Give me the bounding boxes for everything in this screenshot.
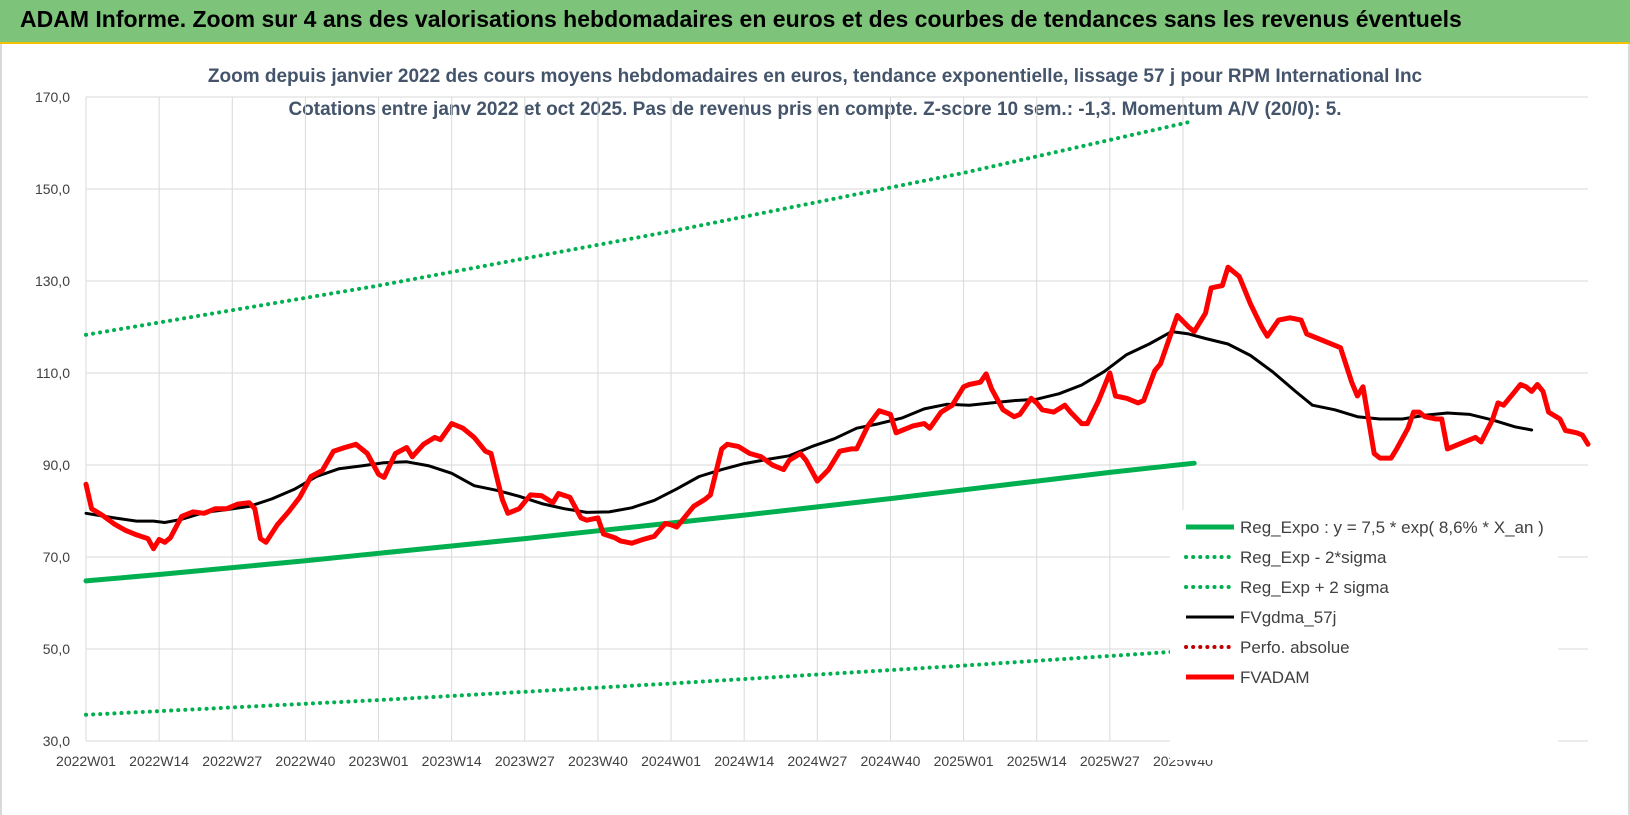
x-tick-label: 2022W40 [275, 753, 335, 769]
chart-subtitle: Cotations entre janv 2022 et oct 2025. P… [288, 99, 1341, 120]
y-tick-label: 70,0 [43, 549, 70, 565]
y-tick-label: 30,0 [43, 733, 70, 749]
series-lines [83, 118, 1591, 717]
legend-label: FVgdma_57j [1240, 608, 1336, 627]
x-tick-label: 2025W27 [1080, 753, 1140, 769]
legend-label: Perfo. absolue [1240, 638, 1350, 657]
x-tick-label: 2024W40 [860, 753, 920, 769]
y-tick-label: 130,0 [35, 273, 70, 289]
x-tick-label: 2025W01 [934, 753, 994, 769]
series-line-3 [84, 330, 1534, 524]
series-line-2 [84, 118, 1197, 337]
x-tick-label: 2023W40 [568, 753, 628, 769]
series-line-5 [83, 264, 1591, 552]
y-tick-label: 170,0 [35, 89, 70, 105]
x-tick-label: 2023W27 [495, 753, 555, 769]
series-line-1 [84, 648, 1197, 717]
x-tick-label: 2024W27 [787, 753, 847, 769]
x-tick-label: 2023W01 [349, 753, 409, 769]
series-line-0 [83, 460, 1197, 584]
chart-title: Zoom depuis janvier 2022 des cours moyen… [208, 66, 1423, 87]
x-tick-label: 2022W01 [56, 753, 116, 769]
x-tick-label: 2024W14 [714, 753, 774, 769]
grid-lines [85, 96, 1588, 742]
legend: Reg_Expo : y = 7,5 * exp( 8,6% * X_an ) R… [1184, 518, 1544, 687]
y-tick-label: 50,0 [43, 641, 70, 657]
legend-label: Reg_Exp - 2*sigma [1240, 548, 1387, 567]
y-axis-ticks: 30,0 50,0 70,0 90,0 110,0 130,0 150,0 170,0 [35, 89, 70, 749]
y-tick-label: 90,0 [43, 457, 70, 473]
chart-frame: Zoom depuis janvier 2022 des cours moyen… [0, 44, 1630, 815]
x-axis-ticks: 2022W01 2022W14 2022W27 2022W40 2023W01 2023W… [56, 753, 1213, 769]
report-banner: ADAM Informe. Zoom sur 4 ans des valoris… [0, 0, 1630, 44]
x-tick-label: 2022W27 [202, 753, 262, 769]
legend-background [1170, 510, 1558, 760]
legend-label: FVADAM [1240, 668, 1310, 687]
x-tick-label: 2023W14 [422, 753, 482, 769]
x-tick-label: 2024W01 [641, 753, 701, 769]
y-tick-label: 110,0 [36, 365, 70, 381]
y-tick-label: 150,0 [35, 181, 70, 197]
report-title: ADAM Informe. Zoom sur 4 ans des valoris… [20, 6, 1462, 32]
legend-label: Reg_Exp + 2 sigma [1240, 578, 1389, 597]
line-chart: Zoom depuis janvier 2022 des cours moyen… [35, 66, 1591, 769]
x-tick-label: 2022W14 [129, 753, 189, 769]
x-tick-label: 2025W14 [1007, 753, 1067, 769]
legend-label: Reg_Expo : y = 7,5 * exp( 8,6% * X_an ) [1240, 518, 1544, 537]
